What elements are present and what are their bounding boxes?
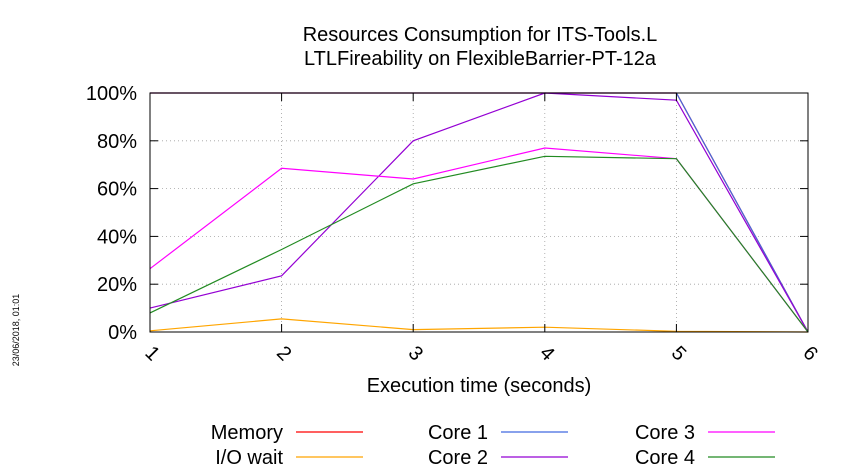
legend-label-core-3: Core 3 — [635, 422, 695, 444]
x-tick-label: 3 — [404, 342, 427, 365]
y-tick-label: 80% — [97, 131, 137, 153]
series-line-core-3 — [149, 147, 809, 333]
x-tick-label: 4 — [535, 342, 558, 365]
y-tick-label: 60% — [97, 179, 137, 201]
y-tick-label: 20% — [97, 274, 137, 296]
chart-title: Resources Consumption for ITS-Tools.L — [303, 24, 658, 46]
plot-frame — [149, 92, 809, 333]
legend-label-core-4: Core 4 — [635, 447, 695, 469]
legend-label-core-2: Core 2 — [428, 447, 488, 469]
series-line-memory — [150, 92, 809, 333]
series-line-core-4 — [149, 155, 809, 333]
series-line-core-1 — [150, 92, 809, 333]
legend: Memory I/O wait Core 1 Core 2 Core 3 Core 4 — [211, 422, 775, 469]
x-tick-label: 6 — [798, 342, 821, 365]
x-tick-label: 1 — [140, 342, 163, 365]
legend-label-i-o-wait: I/O wait — [215, 447, 283, 469]
y-tick-label: 100% — [86, 83, 137, 105]
legend-label-memory: Memory — [211, 422, 283, 444]
series-line-core-2 — [149, 92, 809, 333]
series-line-i-o-wait — [149, 318, 809, 333]
legend-label-core-1: Core 1 — [428, 422, 488, 444]
y-axis-ticks: 0% 20% 40% 60% 80% 100% — [86, 83, 808, 344]
y-tick-label: 0% — [108, 322, 137, 344]
x-tick-label: 2 — [272, 342, 295, 365]
x-tick-label: 5 — [667, 342, 690, 365]
x-axis-ticks: 1 2 3 4 5 6 — [140, 93, 822, 365]
timestamp-note: 23/06/2018, 01:01 — [11, 294, 21, 367]
y-tick-label: 40% — [97, 226, 137, 248]
grid — [150, 93, 808, 332]
chart-subtitle: LTLFireability on FlexibleBarrier-PT-12a — [304, 48, 657, 70]
series-lines — [149, 92, 809, 333]
x-axis-label: Execution time (seconds) — [367, 375, 592, 397]
